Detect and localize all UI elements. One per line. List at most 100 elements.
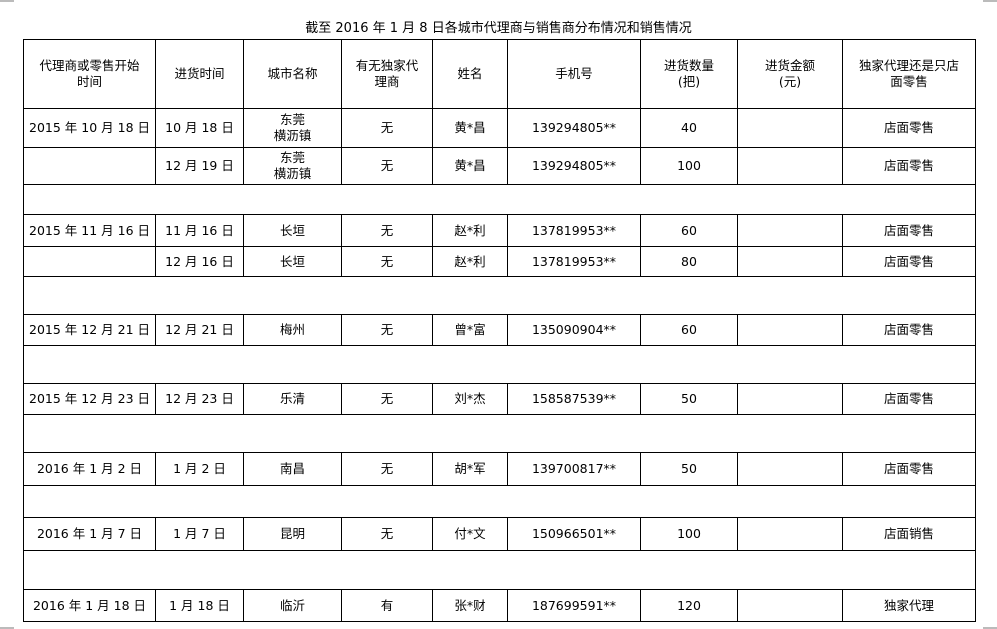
cell-purchase-time: 12 月 16 日: [155, 246, 244, 277]
cell-phone: 137819953**: [507, 246, 641, 277]
cell-city: 长垣: [243, 246, 342, 277]
cell-exclusive-agent: 有: [341, 589, 433, 622]
blank-row: [23, 276, 976, 315]
cell-name: 刘*杰: [432, 383, 508, 415]
blank-cell: [23, 276, 976, 315]
page-corner-mark: [0, 0, 14, 2]
cell-city: 南昌: [243, 452, 342, 486]
cell-purchase-time: 1 月 7 日: [155, 517, 244, 551]
cell-amount: [737, 589, 843, 622]
cell-purchase-time: 10 月 18 日: [155, 108, 244, 148]
cell-type: 店面零售: [842, 246, 976, 277]
cell-name: 黄*昌: [432, 108, 508, 148]
cell-amount: [737, 314, 843, 346]
cell-name: 赵*利: [432, 246, 508, 277]
header-name: 姓名: [432, 39, 508, 109]
header-quantity: 进货数量(把): [640, 39, 738, 109]
cell-city: 东莞 横沥镇: [243, 147, 342, 185]
document-title: 截至 2016 年 1 月 8 日各城市代理商与销售商分布情况和销售情况: [305, 21, 692, 36]
cell-quantity: 120: [640, 589, 738, 622]
blank-row: [23, 345, 976, 384]
cell-amount: [737, 108, 843, 148]
cell-quantity: 50: [640, 383, 738, 415]
cell-name: 张*财: [432, 589, 508, 622]
cell-start-time: [23, 147, 156, 185]
cell-amount: [737, 147, 843, 185]
cell-start-time: 2015 年 12 月 21 日: [23, 314, 156, 346]
cell-amount: [737, 452, 843, 486]
blank-row: [23, 485, 976, 518]
cell-name: 曾*富: [432, 314, 508, 346]
cell-exclusive-agent: 无: [341, 383, 433, 415]
table-row: 2015 年 12 月 21 日 12 月 21 日梅州无曾*富 135090904…: [23, 314, 976, 346]
cell-exclusive-agent: 无: [341, 452, 433, 486]
cell-city: 梅州: [243, 314, 342, 346]
cell-phone: 187699591**: [507, 589, 641, 622]
blank-cell: [23, 485, 976, 518]
page-corner-mark: [983, 0, 997, 2]
cell-type: 店面零售: [842, 383, 976, 415]
table-row: 2015 年 12 月 23 日 12 月 23 日乐清无刘*杰 158587539…: [23, 383, 976, 415]
cell-exclusive-agent: 无: [341, 214, 433, 247]
cell-quantity: 50: [640, 452, 738, 486]
header-label: 进货数量(把): [663, 58, 714, 89]
cell-amount: [737, 214, 843, 247]
cell-amount: [737, 246, 843, 277]
cell-start-time: 2015 年 12 月 23 日: [23, 383, 156, 415]
blank-row: [23, 184, 976, 215]
cell-type: 店面销售: [842, 517, 976, 551]
cell-purchase-time: 12 月 19 日: [155, 147, 244, 185]
cell-name: 胡*军: [432, 452, 508, 486]
cell-quantity: 40: [640, 108, 738, 148]
cell-exclusive-agent: 无: [341, 147, 433, 185]
cell-exclusive-agent: 无: [341, 108, 433, 148]
cell-start-time: 2015 年 11 月 16 日: [23, 214, 156, 247]
header-label: 代理商或零售开始时间: [39, 58, 140, 89]
cell-purchase-time: 1 月 18 日: [155, 589, 244, 622]
cell-name: 付*文: [432, 517, 508, 551]
cell-phone: 139700817**: [507, 452, 641, 486]
distribution-table: 代理商或零售开始时间 进货时间 城市名称 有无独家代理商 姓名 手机号 进货数量(把) 进货金…: [23, 39, 976, 622]
cell-quantity: 100: [640, 517, 738, 551]
page-corner-mark: [0, 627, 14, 629]
header-purchase-time: 进货时间: [155, 39, 244, 109]
table-row: 2015 年 10 月 18 日 10 月 18 日东莞 横沥镇无黄*昌 13929…: [23, 108, 976, 148]
cell-quantity: 100: [640, 147, 738, 185]
header-label: 进货时间: [174, 66, 225, 81]
blank-row: [23, 414, 976, 453]
blank-cell: [23, 414, 976, 453]
cell-quantity: 60: [640, 214, 738, 247]
cell-start-time: 2016 年 1 月 18 日: [23, 589, 156, 622]
cell-city: 长垣: [243, 214, 342, 247]
cell-purchase-time: 12 月 23 日: [155, 383, 244, 415]
header-label: 有无独家代理商: [355, 58, 419, 89]
cell-quantity: 60: [640, 314, 738, 346]
cell-city: 乐清: [243, 383, 342, 415]
table-row: 12 月 16 日长垣无赵*利 137819953** 80 店面零售: [23, 246, 976, 277]
cell-amount: [737, 383, 843, 415]
header-type: 独家代理还是只店面零售: [842, 39, 976, 109]
cell-name: 赵*利: [432, 214, 508, 247]
cell-exclusive-agent: 无: [341, 517, 433, 551]
cell-type: 店面零售: [842, 314, 976, 346]
table-row: 12 月 19 日东莞 横沥镇无黄*昌 139294805** 100 店面零售: [23, 147, 976, 185]
cell-type: 店面零售: [842, 147, 976, 185]
header-label: 进货金额(元): [764, 58, 815, 89]
header-start-time: 代理商或零售开始时间: [23, 39, 156, 109]
cell-phone: 135090904**: [507, 314, 641, 346]
cell-phone: 139294805**: [507, 147, 641, 185]
table-row: 2015 年 11 月 16 日 11 月 16 日长垣无赵*利 137819953…: [23, 214, 976, 247]
cell-purchase-time: 11 月 16 日: [155, 214, 244, 247]
cell-type: 店面零售: [842, 214, 976, 247]
blank-cell: [23, 345, 976, 384]
cell-purchase-time: 1 月 2 日: [155, 452, 244, 486]
cell-amount: [737, 517, 843, 551]
header-label: 城市名称: [267, 66, 318, 81]
page-corner-mark: [983, 627, 997, 629]
blank-cell: [23, 184, 976, 215]
cell-quantity: 80: [640, 246, 738, 277]
cell-phone: 139294805**: [507, 108, 641, 148]
cell-phone: 137819953**: [507, 214, 641, 247]
